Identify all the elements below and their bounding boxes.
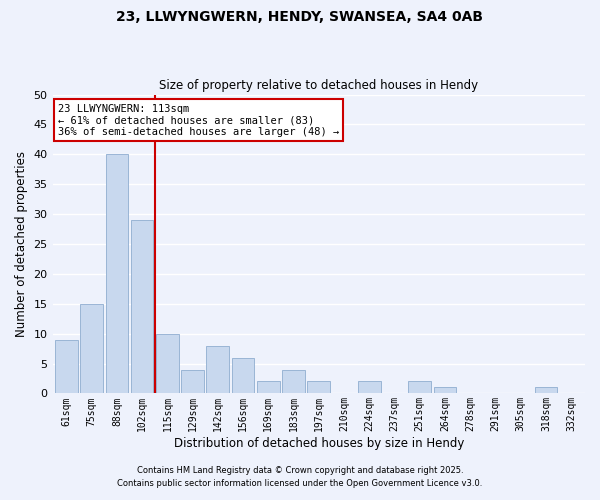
Bar — [80, 304, 103, 394]
Bar — [106, 154, 128, 394]
Bar — [156, 334, 179, 394]
Bar — [232, 358, 254, 394]
Title: Size of property relative to detached houses in Hendy: Size of property relative to detached ho… — [159, 79, 478, 92]
Bar — [181, 370, 204, 394]
Bar — [257, 382, 280, 394]
Bar — [55, 340, 78, 394]
Bar — [131, 220, 154, 394]
Text: 23, LLWYNGWERN, HENDY, SWANSEA, SA4 0AB: 23, LLWYNGWERN, HENDY, SWANSEA, SA4 0AB — [116, 10, 484, 24]
Bar — [282, 370, 305, 394]
Bar — [535, 388, 557, 394]
Text: Contains HM Land Registry data © Crown copyright and database right 2025.
Contai: Contains HM Land Registry data © Crown c… — [118, 466, 482, 487]
Bar — [358, 382, 380, 394]
Bar — [307, 382, 330, 394]
Bar — [206, 346, 229, 394]
X-axis label: Distribution of detached houses by size in Hendy: Distribution of detached houses by size … — [173, 437, 464, 450]
Text: 23 LLWYNGWERN: 113sqm
← 61% of detached houses are smaller (83)
36% of semi-deta: 23 LLWYNGWERN: 113sqm ← 61% of detached … — [58, 104, 339, 136]
Bar — [434, 388, 457, 394]
Bar — [409, 382, 431, 394]
Y-axis label: Number of detached properties: Number of detached properties — [15, 151, 28, 337]
